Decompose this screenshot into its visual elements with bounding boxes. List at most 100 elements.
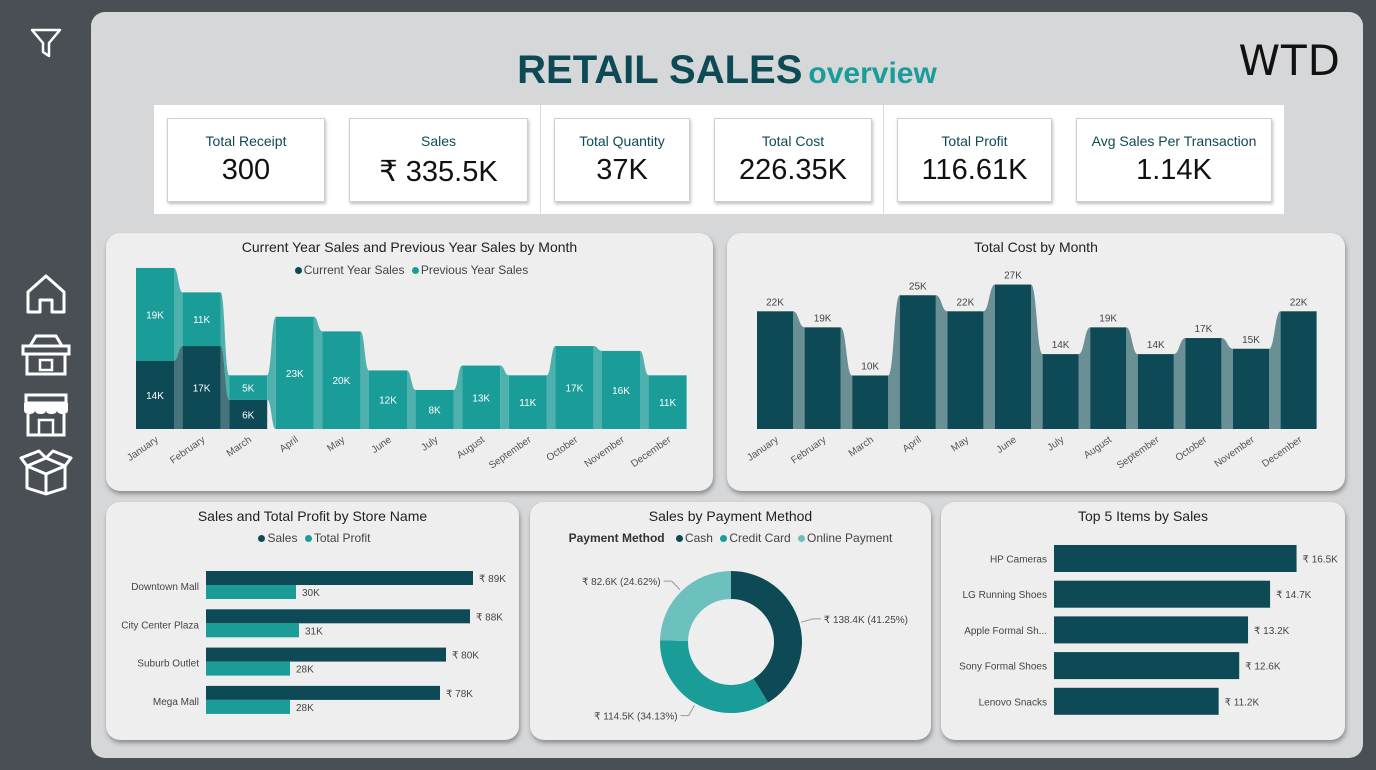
payment-donut-chart: ₹ 138.4K (41.25%) ₹ 114.5K (34.13%) ₹ 82.6… bbox=[582, 571, 908, 723]
bar-item-sales bbox=[1054, 616, 1249, 644]
axis-tick-label: May bbox=[949, 434, 971, 454]
cost-ribbon bbox=[935, 295, 948, 429]
legend-item: Online Payment bbox=[807, 531, 893, 545]
panel-payment-method[interactable]: Sales by Payment Method Payment Method C… bbox=[530, 502, 931, 740]
filter-icon[interactable] bbox=[0, 26, 92, 60]
axis-tick-label: June bbox=[995, 434, 1019, 456]
home-icon[interactable] bbox=[0, 270, 92, 318]
cost-ribbon bbox=[1173, 338, 1186, 429]
axis-tick-label: Mega Mall bbox=[153, 697, 199, 708]
data-label: 27K bbox=[1004, 271, 1022, 282]
kpi-divider bbox=[540, 105, 541, 214]
cy-ribbon bbox=[174, 346, 183, 429]
legend-item: Previous Year Sales bbox=[420, 263, 529, 277]
kpi-label: Total Quantity bbox=[579, 133, 665, 149]
data-label: ₹ 13.2K bbox=[1254, 626, 1290, 637]
donut-slice bbox=[660, 571, 731, 641]
data-label: 31K bbox=[305, 626, 323, 637]
legend-dot bbox=[411, 266, 419, 274]
bar-item-sales bbox=[1054, 652, 1240, 680]
axis-tick-label: November bbox=[583, 434, 628, 470]
chart-title: Top 5 Items by Sales bbox=[1078, 508, 1208, 524]
axis-tick-label: January bbox=[745, 434, 780, 463]
chart-title: Total Cost by Month bbox=[974, 239, 1098, 255]
bar-item-sales bbox=[1054, 687, 1219, 715]
data-label: 11K bbox=[519, 398, 536, 409]
py-ribbon bbox=[546, 346, 556, 429]
bar-total-cost bbox=[947, 311, 984, 429]
axis-tick-label: May bbox=[325, 434, 347, 454]
leader-line bbox=[680, 705, 696, 717]
kpi-label: Sales bbox=[420, 133, 457, 149]
kpi-label: Avg Sales Per Transaction bbox=[1091, 133, 1257, 149]
data-label: ₹ 78K bbox=[446, 689, 473, 700]
py-ribbon bbox=[267, 316, 276, 429]
data-label: 10K bbox=[861, 362, 879, 373]
kpi-total-receipt[interactable]: Total Receipt 300 bbox=[167, 118, 325, 202]
bar-sales bbox=[206, 685, 440, 700]
axis-tick-label: July bbox=[419, 434, 440, 453]
bar-total-profit bbox=[206, 585, 296, 599]
storefront-icon[interactable] bbox=[0, 392, 92, 438]
top5-chart: HP Cameras ₹ 16.5K LG Running Shoes ₹ 14.7K… bbox=[959, 545, 1338, 715]
data-label: 14K bbox=[1052, 340, 1070, 351]
axis-tick-label: December bbox=[629, 434, 674, 470]
data-label: 19K bbox=[814, 313, 832, 324]
data-label: 22K bbox=[1290, 297, 1308, 308]
bar-total-cost bbox=[1280, 311, 1317, 429]
py-ribbon bbox=[220, 292, 230, 400]
data-label: ₹ 138.4K (41.25%) bbox=[824, 615, 908, 626]
bar-previous-year bbox=[182, 292, 221, 347]
cy-py-chart: 14K 19K January 17K 11K February 6K 5K March 23K A… bbox=[125, 267, 687, 472]
kpi-total-profit[interactable]: Total Profit 116.61K bbox=[897, 118, 1052, 202]
axis-tick-label: City Center Plaza bbox=[121, 620, 199, 631]
page-title: RETAIL SALES overview bbox=[91, 48, 1363, 93]
chart-legend: Sales Total Profit bbox=[106, 531, 519, 545]
kpi-value: 37K bbox=[596, 154, 648, 186]
legend-item: Cash bbox=[684, 531, 713, 545]
axis-tick-label: LG Running Shoes bbox=[962, 590, 1047, 601]
bar-item-sales bbox=[1054, 580, 1271, 608]
panel-cy-py-sales[interactable]: Current Year Sales and Previous Year Sal… bbox=[106, 233, 713, 491]
legend-dot bbox=[294, 266, 302, 274]
legend-item: Sales bbox=[267, 531, 298, 545]
kpi-sales[interactable]: Sales ₹ 335.5K bbox=[349, 118, 528, 202]
legend-item: Total Profit bbox=[313, 531, 371, 545]
sidebar bbox=[0, 0, 92, 770]
panel-store-sales[interactable]: Sales and Total Profit by Store Name Sal… bbox=[106, 502, 519, 740]
kpi-avg-sales-per-transaction[interactable]: Avg Sales Per Transaction 1.14K bbox=[1076, 118, 1272, 202]
axis-tick-label: September bbox=[487, 434, 534, 471]
axis-tick-label: Sony Formal Shoes bbox=[959, 662, 1047, 673]
kpi-label: Total Receipt bbox=[205, 133, 287, 149]
kpi-strip: Total Receipt 300 Sales ₹ 335.5K Total Q… bbox=[154, 105, 1284, 214]
axis-tick-label: August bbox=[1082, 434, 1114, 461]
data-label: 11K bbox=[193, 315, 210, 326]
panel-top5-items[interactable]: Top 5 Items by Sales HP Cameras ₹ 16.5K LG… bbox=[941, 502, 1345, 740]
bar-total-cost bbox=[1137, 354, 1174, 429]
axis-tick-label: March bbox=[847, 434, 876, 459]
kpi-value: 1.14K bbox=[1136, 154, 1212, 186]
axis-tick-label: April bbox=[901, 434, 924, 454]
bar-current-year bbox=[182, 346, 221, 429]
kpi-total-cost[interactable]: Total Cost 226.35K bbox=[714, 118, 872, 202]
axis-tick-label: HP Cameras bbox=[990, 555, 1047, 566]
data-label: 16K bbox=[612, 386, 630, 397]
store-basket-icon[interactable] bbox=[0, 332, 92, 378]
data-label: 12K bbox=[379, 396, 397, 407]
kpi-total-quantity[interactable]: Total Quantity 37K bbox=[554, 118, 690, 202]
axis-tick-label: February bbox=[168, 434, 207, 466]
axis-tick-label: Downtown Mall bbox=[131, 582, 199, 593]
data-label: ₹ 14.7K bbox=[1276, 590, 1312, 601]
data-label: 19K bbox=[146, 310, 164, 321]
title-sub: overview bbox=[808, 57, 937, 90]
box-icon[interactable] bbox=[0, 448, 92, 496]
bar-total-cost bbox=[1042, 354, 1079, 429]
panel-total-cost[interactable]: Total Cost by Month 22K January 19K Februar… bbox=[727, 233, 1345, 491]
kpi-value: 226.35K bbox=[738, 154, 848, 186]
bar-total-cost bbox=[995, 284, 1031, 429]
py-ribbon bbox=[407, 370, 416, 429]
axis-tick-label: Apple Formal Sh... bbox=[964, 626, 1047, 637]
bar-total-cost bbox=[899, 295, 936, 429]
kpi-divider bbox=[883, 105, 884, 214]
chart-legend: Payment Method Cash Credit Card Online P… bbox=[530, 531, 931, 545]
